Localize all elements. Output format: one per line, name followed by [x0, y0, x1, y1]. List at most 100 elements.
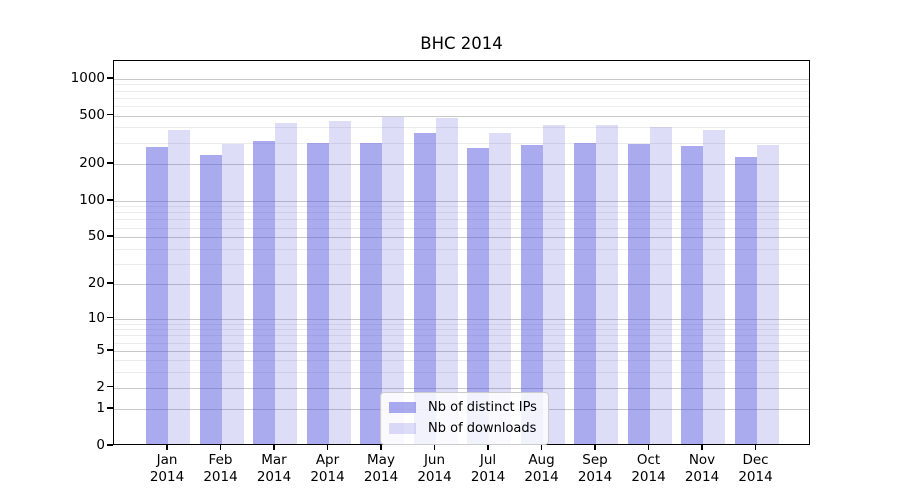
x-tick-mark — [326, 445, 329, 450]
y-tick-label: 0 — [96, 437, 105, 453]
y-tick-mark — [107, 407, 113, 409]
y-tick-mark — [107, 385, 113, 388]
x-tick-mark — [594, 445, 596, 450]
bar-downloads-jul — [489, 132, 511, 444]
x-tick-label: Jul 2014 — [456, 452, 520, 485]
minor-gridline — [114, 90, 809, 92]
legend-swatch-downloads — [389, 423, 416, 434]
x-tick-mark — [433, 445, 436, 450]
major-gridline — [114, 284, 809, 286]
major-gridline — [114, 318, 809, 320]
bar-distinct-ips-feb — [199, 155, 222, 444]
legend-label: Nb of distinct IPs — [428, 400, 537, 415]
bars-layer — [114, 61, 809, 444]
minor-gridline — [114, 227, 809, 229]
legend-entry: Nb of distinct IPs — [389, 400, 537, 415]
bar-distinct-ips-jan — [146, 147, 168, 444]
x-tick-mark — [487, 445, 489, 450]
x-tick-label: Oct 2014 — [617, 452, 681, 485]
x-tick-month: Oct — [636, 452, 661, 468]
x-tick-mark — [273, 445, 275, 450]
minor-gridline — [114, 206, 809, 208]
x-tick-mark — [754, 445, 757, 450]
minor-gridline — [114, 212, 809, 214]
major-gridline — [114, 350, 809, 352]
bar-distinct-ips-sep — [574, 143, 596, 444]
y-tick-mark — [107, 235, 113, 237]
minor-gridline — [114, 84, 809, 86]
chart-title: BHC 2014 — [420, 34, 503, 53]
y-tick-mark — [107, 444, 113, 446]
bar-downloads-may — [382, 116, 404, 444]
x-tick-year: 2014 — [149, 468, 185, 485]
x-tick-mark — [166, 445, 168, 450]
x-tick-month: Sep — [582, 452, 608, 468]
y-tick-mark — [107, 199, 113, 201]
y-tick-mark — [107, 349, 113, 351]
bar-downloads-dec — [756, 144, 779, 444]
x-tick-label: Jan 2014 — [135, 452, 199, 485]
x-tick-year: 2014 — [524, 468, 559, 485]
major-gridline — [114, 237, 809, 239]
x-tick-label: Apr 2014 — [296, 452, 360, 485]
bar-downloads-aug — [542, 125, 565, 444]
bar-distinct-ips-mar — [253, 141, 275, 444]
x-tick-label: Nov 2014 — [670, 452, 734, 485]
x-tick-mark — [380, 445, 382, 450]
bar-distinct-ips-jul — [467, 148, 489, 444]
x-tick-year: 2014 — [363, 468, 399, 485]
major-gridline — [114, 78, 809, 80]
x-tick-month: Nov — [688, 452, 716, 468]
y-tick-label: 10 — [87, 309, 105, 326]
x-tick-label: Mar 2014 — [242, 452, 306, 485]
legend-entry: Nb of downloads — [389, 421, 537, 436]
minor-gridline — [114, 263, 809, 265]
y-tick-label: 20 — [87, 275, 105, 292]
x-tick-label: Dec 2014 — [724, 452, 788, 485]
minor-gridline — [114, 248, 809, 250]
y-tick-mark — [107, 316, 113, 319]
y-tick-mark — [107, 113, 113, 116]
bar-distinct-ips-nov — [681, 146, 703, 444]
major-gridline — [114, 387, 809, 389]
minor-gridline — [114, 97, 809, 99]
x-tick-year: 2014 — [470, 468, 506, 485]
x-tick-label: Jun 2014 — [403, 452, 467, 485]
minor-gridline — [114, 342, 809, 344]
minor-gridline — [114, 372, 809, 374]
bar-distinct-ips-oct — [627, 144, 650, 444]
x-tick-month: Jul — [479, 452, 497, 468]
y-tick-mark — [107, 282, 113, 284]
y-tick-label: 1 — [96, 400, 105, 417]
y-tick-label: 200 — [79, 155, 105, 172]
y-tick-label: 50 — [87, 228, 105, 245]
x-tick-mark — [647, 445, 650, 450]
bar-distinct-ips-jun — [413, 133, 436, 444]
x-tick-label: Feb 2014 — [189, 452, 253, 485]
minor-gridline — [114, 329, 809, 331]
bar-downloads-mar — [275, 122, 297, 444]
bar-distinct-ips-apr — [306, 142, 329, 444]
minor-gridline — [114, 360, 809, 362]
x-tick-month: Mar — [261, 452, 287, 468]
plot-area: Nb of distinct IPs Nb of downloads — [113, 60, 810, 445]
x-tick-year: 2014 — [203, 468, 238, 485]
x-tick-month: Feb — [208, 452, 233, 468]
bar-downloads-feb — [221, 144, 244, 444]
bar-downloads-jan — [168, 129, 190, 444]
minor-gridline — [114, 105, 809, 107]
x-tick-month: Dec — [742, 452, 769, 468]
x-tick-month: May — [367, 452, 395, 468]
y-tick-mark — [107, 162, 113, 164]
major-gridline — [114, 164, 809, 166]
legend-swatch-distinct-ips — [389, 402, 416, 413]
bar-distinct-ips-dec — [734, 157, 757, 444]
y-tick-label: 2 — [96, 378, 105, 395]
minor-gridline — [114, 142, 809, 144]
y-tick-mark — [107, 77, 113, 79]
x-tick-month: Aug — [528, 452, 555, 468]
x-tick-month: Jan — [156, 452, 178, 468]
x-tick-mark — [701, 445, 703, 450]
bar-downloads-apr — [328, 121, 351, 444]
